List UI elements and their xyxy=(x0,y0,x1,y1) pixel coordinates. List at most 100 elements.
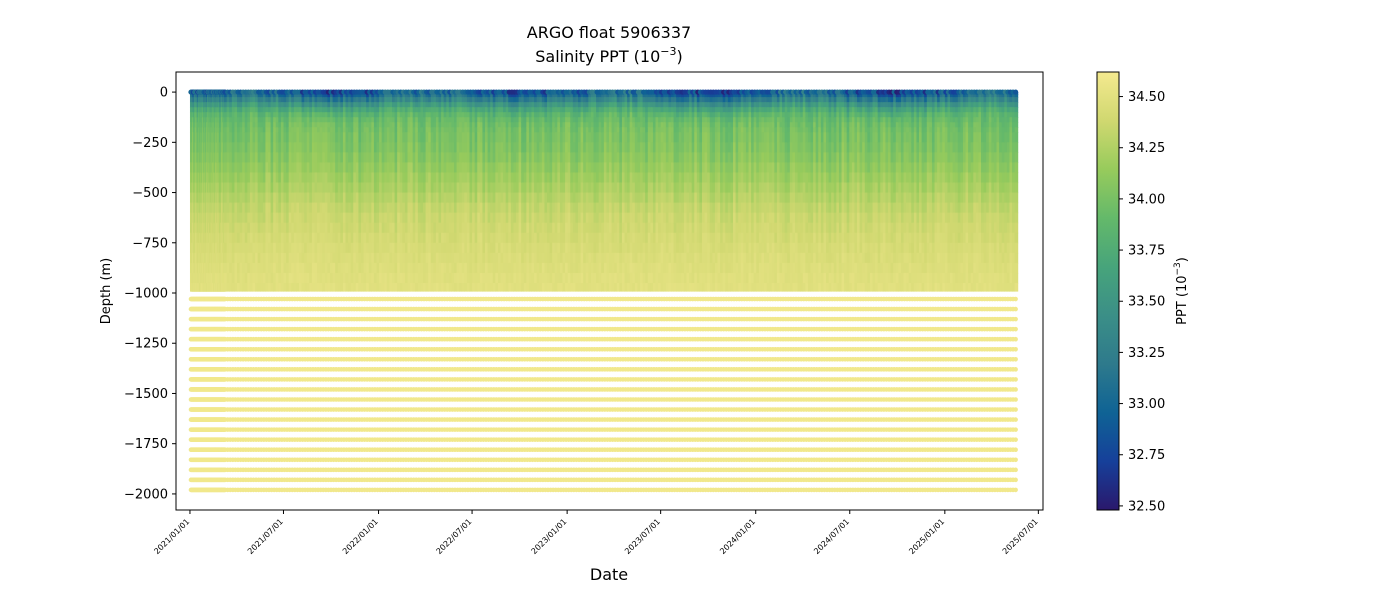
profile-segment xyxy=(361,182,365,194)
profile-segment xyxy=(340,282,344,292)
profile-segment xyxy=(322,102,326,108)
profile-segment xyxy=(309,152,313,164)
profile-segment xyxy=(249,202,254,214)
profile-segment xyxy=(332,242,336,254)
profile-segment xyxy=(327,172,331,184)
profile-segment xyxy=(404,117,409,123)
profile-segment xyxy=(242,182,246,194)
profile-segment xyxy=(389,102,393,108)
profile-segment xyxy=(399,162,403,174)
profile-segment xyxy=(404,242,409,254)
profile-segment xyxy=(301,282,305,292)
profile-segment xyxy=(311,127,316,133)
profile-segment xyxy=(404,97,409,103)
profile-segment xyxy=(257,112,261,118)
profile-segment xyxy=(327,192,331,204)
profile-segment xyxy=(262,272,267,284)
profile-segment xyxy=(288,152,292,164)
profile-segment xyxy=(379,132,383,143)
profile-segment xyxy=(327,97,331,103)
profile-segment xyxy=(249,212,254,224)
profile-segment xyxy=(244,97,248,103)
profile-segment xyxy=(402,117,406,123)
profile-segment xyxy=(226,112,230,118)
profile-segment xyxy=(386,202,391,214)
profile-segment xyxy=(358,162,362,174)
profile-segment xyxy=(226,272,230,284)
profile-segment xyxy=(299,242,303,254)
profile-segment xyxy=(366,107,370,113)
profile-segment xyxy=(311,232,316,244)
profile-segment xyxy=(371,127,375,133)
profile-segment xyxy=(322,142,326,153)
profile-segment xyxy=(379,202,383,214)
profile-segment xyxy=(394,152,398,164)
profile-segment xyxy=(361,272,365,284)
profile-segment xyxy=(283,127,287,133)
profile-segment xyxy=(384,262,388,274)
profile-segment xyxy=(392,272,396,284)
profile-segment xyxy=(399,172,403,184)
profile-segment xyxy=(404,162,409,174)
profile-segment xyxy=(283,107,287,113)
profile-segment xyxy=(242,162,246,174)
profile-segment xyxy=(242,202,246,214)
profile-segment xyxy=(229,242,233,254)
profile-segment xyxy=(283,242,287,254)
profile-segment xyxy=(345,117,349,123)
profile-segment xyxy=(270,162,274,174)
profile-segment xyxy=(394,117,398,123)
profile-segment xyxy=(288,202,292,214)
profile-segment xyxy=(350,162,354,174)
profile-segment xyxy=(260,132,264,143)
profile-segment xyxy=(293,182,298,194)
profile-segment xyxy=(399,222,403,234)
profile-segment xyxy=(231,192,236,204)
profile-segment xyxy=(319,262,323,274)
profile-segment xyxy=(373,132,378,143)
profile-segment xyxy=(234,282,238,292)
profile-segment xyxy=(348,202,352,214)
profile-segment xyxy=(389,182,393,194)
profile-segment xyxy=(366,282,370,292)
profile-segment xyxy=(296,172,300,184)
profile-segment xyxy=(299,94,303,98)
profile-segment xyxy=(242,107,246,113)
profile-segment xyxy=(275,262,279,274)
profile-segment xyxy=(355,212,360,224)
profile-segment xyxy=(402,162,406,174)
profile-segment xyxy=(244,102,248,108)
profile-segment xyxy=(255,232,259,244)
profile-segment xyxy=(291,192,295,204)
profile-segment xyxy=(301,127,305,133)
profile-segment xyxy=(345,182,349,194)
profile-segment xyxy=(237,262,241,274)
profile-segment xyxy=(231,212,236,224)
profile-segment xyxy=(350,172,354,184)
profile-segment xyxy=(366,102,370,108)
profile-segment xyxy=(324,152,329,164)
profile-segment xyxy=(337,132,341,143)
profile-segment xyxy=(301,102,305,108)
profile-segment xyxy=(224,127,228,133)
profile-segment xyxy=(273,232,277,244)
profile-segment xyxy=(311,272,316,284)
profile-segment xyxy=(361,94,365,98)
profile-segment xyxy=(293,162,298,174)
profile-segment xyxy=(273,132,277,143)
profile-segment xyxy=(392,117,396,123)
profile-segment xyxy=(314,102,318,108)
profile-segment xyxy=(379,192,383,204)
profile-segment xyxy=(304,94,308,98)
profile-segment xyxy=(402,152,406,164)
profile-segment xyxy=(399,252,403,264)
profile-segment xyxy=(296,117,300,123)
profile-segment xyxy=(311,94,316,98)
profile-segment xyxy=(265,212,269,224)
profile-segment xyxy=(257,142,261,153)
profile-segment xyxy=(324,222,329,234)
profile-segment xyxy=(394,262,398,274)
profile-segment xyxy=(293,252,298,264)
profile-segment xyxy=(275,132,279,143)
profile-segment xyxy=(296,192,300,204)
